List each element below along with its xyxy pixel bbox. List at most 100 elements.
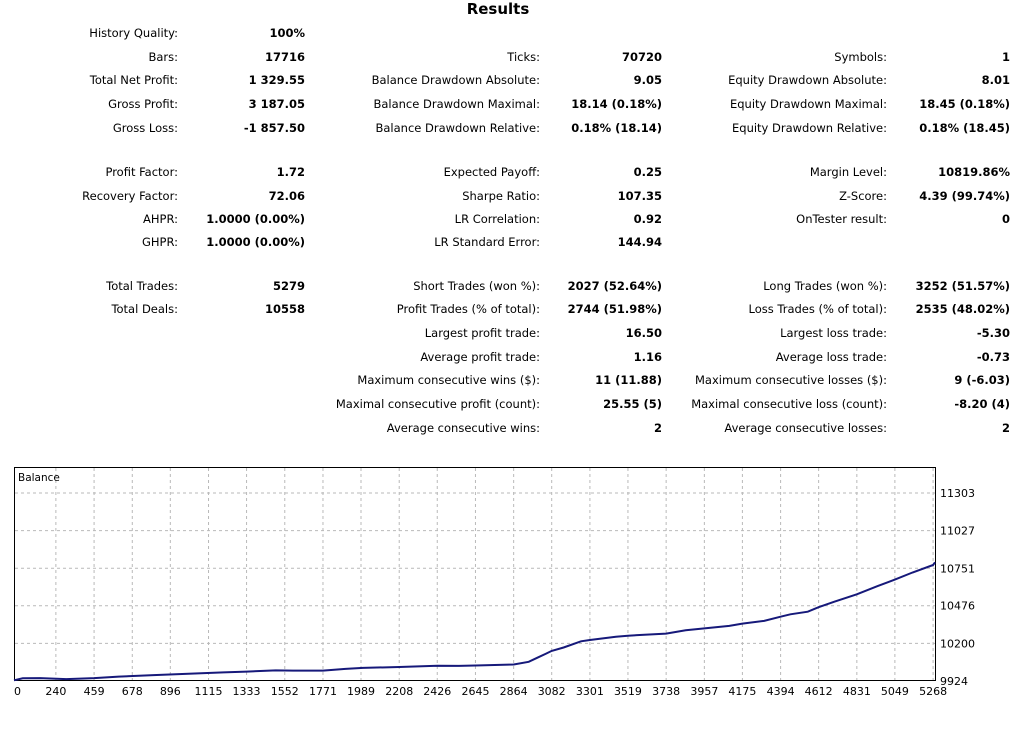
x-tick-label: 2208 bbox=[385, 685, 413, 698]
stat-label: Equity Drawdown Maximal: bbox=[729, 97, 887, 111]
stat-value: 17716 bbox=[264, 50, 305, 64]
stat-label: Maximal consecutive loss (count): bbox=[691, 397, 887, 411]
stat-value: 8.01 bbox=[981, 73, 1010, 87]
stat-label: Largest loss trade: bbox=[780, 326, 887, 340]
stat-value: 1 329.55 bbox=[248, 73, 305, 87]
results-title: Results bbox=[466, 0, 530, 18]
stat-label: AHPR: bbox=[143, 212, 178, 226]
stat-value: 16.50 bbox=[625, 326, 662, 340]
x-tick-label: 1552 bbox=[271, 685, 299, 698]
stat-label: Maximum consecutive wins ($): bbox=[357, 373, 540, 387]
x-tick-label: 1115 bbox=[195, 685, 223, 698]
stat-label: History Quality: bbox=[89, 26, 178, 40]
balance-series-line bbox=[13, 561, 936, 682]
x-tick-label: 1333 bbox=[233, 685, 261, 698]
stat-value: 9.05 bbox=[633, 73, 662, 87]
x-tick-label: 3082 bbox=[538, 685, 566, 698]
stat-label: Long Trades (won %): bbox=[763, 279, 887, 293]
stat-label: LR Correlation: bbox=[454, 212, 540, 226]
stat-label: Balance Drawdown Relative: bbox=[375, 121, 541, 135]
stat-value: 70720 bbox=[621, 50, 662, 64]
chart-title: Balance bbox=[18, 472, 60, 484]
stat-value: 100% bbox=[269, 26, 305, 40]
stat-value: 0.92 bbox=[633, 212, 662, 226]
stat-value: 1 bbox=[1001, 50, 1010, 64]
stat-label: Expected Payoff: bbox=[443, 165, 540, 179]
stat-label: Total Trades: bbox=[106, 279, 178, 293]
stat-value: 10819.86% bbox=[938, 165, 1010, 179]
stat-value: 25.55 (5) bbox=[603, 397, 662, 411]
stat-value: 2027 (52.64%) bbox=[567, 279, 662, 293]
y-axis-ticks: 9924 10200 10476 10751 11027 11303 bbox=[940, 487, 975, 688]
balance-chart: Balance 0 240 459 678 896 1115 1333 1552 1771 198… bbox=[13, 467, 975, 698]
stat-value: 11 (11.88) bbox=[595, 373, 662, 387]
y-tick-label: 10476 bbox=[940, 600, 975, 613]
stat-value: 1.72 bbox=[276, 165, 305, 179]
stat-label: Z-Score: bbox=[839, 189, 887, 203]
x-tick-label: 4394 bbox=[767, 685, 795, 698]
stat-label: OnTester result: bbox=[796, 212, 887, 226]
chart-grid bbox=[15, 468, 935, 680]
stat-value: 9 (-6.03) bbox=[954, 373, 1010, 387]
stat-value: 0.18% (18.45) bbox=[919, 121, 1010, 135]
stat-label: Largest profit trade: bbox=[424, 326, 540, 340]
y-tick-label: 10200 bbox=[940, 637, 975, 650]
y-tick-label: 9924 bbox=[940, 675, 968, 688]
stat-label: Equity Drawdown Relative: bbox=[732, 121, 887, 135]
stat-label: Average consecutive losses: bbox=[724, 421, 887, 435]
stat-label: Margin Level: bbox=[809, 165, 887, 179]
x-tick-label: 5268 bbox=[919, 685, 947, 698]
x-tick-label: 2645 bbox=[461, 685, 489, 698]
stat-label: Average loss trade: bbox=[775, 350, 887, 364]
x-tick-label: 2864 bbox=[500, 685, 528, 698]
stat-label: Average profit trade: bbox=[420, 350, 540, 364]
stat-value: 18.14 (0.18%) bbox=[571, 97, 662, 111]
y-tick-label: 10751 bbox=[940, 562, 975, 575]
stat-label: Total Net Profit: bbox=[89, 73, 178, 87]
stat-value: 0.18% (18.14) bbox=[571, 121, 662, 135]
stat-label: Bars: bbox=[148, 50, 178, 64]
stat-value: 72.06 bbox=[268, 189, 305, 203]
x-tick-label: 4831 bbox=[843, 685, 871, 698]
stat-value: 0.25 bbox=[633, 165, 662, 179]
stat-value: 1.0000 (0.00%) bbox=[206, 235, 305, 249]
stat-value: 3 187.05 bbox=[248, 97, 305, 111]
x-tick-label: 5049 bbox=[881, 685, 909, 698]
x-tick-label: 678 bbox=[122, 685, 143, 698]
y-tick-label: 11027 bbox=[940, 525, 975, 538]
x-tick-label: 3957 bbox=[690, 685, 718, 698]
stat-value: -8.20 (4) bbox=[954, 397, 1010, 411]
x-tick-label: 2426 bbox=[423, 685, 451, 698]
stat-value: 18.45 (0.18%) bbox=[919, 97, 1010, 111]
x-tick-label: 1989 bbox=[347, 685, 375, 698]
stat-value: 0 bbox=[1001, 212, 1010, 226]
y-tick-label: 11303 bbox=[940, 487, 975, 500]
stat-value: 1.16 bbox=[633, 350, 662, 364]
stat-value: -1 857.50 bbox=[243, 121, 305, 135]
stat-label: GHPR: bbox=[141, 235, 178, 249]
stat-label: Balance Drawdown Maximal: bbox=[373, 97, 540, 111]
stat-label: LR Standard Error: bbox=[434, 235, 540, 249]
x-tick-label: 3738 bbox=[652, 685, 680, 698]
stat-label: Average consecutive wins: bbox=[386, 421, 540, 435]
stat-label: Maximum consecutive losses ($): bbox=[695, 373, 887, 387]
stat-value: 2 bbox=[1001, 421, 1010, 435]
stat-value: 5279 bbox=[272, 279, 305, 293]
x-axis-ticks: 0 240 459 678 896 1115 1333 1552 1771 1989 2208 242… bbox=[14, 685, 947, 698]
x-tick-label: 459 bbox=[84, 685, 105, 698]
stat-label: Loss Trades (% of total): bbox=[748, 302, 887, 316]
x-tick-label: 240 bbox=[45, 685, 66, 698]
stat-value: 4.39 (99.74%) bbox=[919, 189, 1010, 203]
x-tick-label: 4175 bbox=[728, 685, 756, 698]
stat-value: -0.73 bbox=[976, 350, 1010, 364]
x-tick-label: 3301 bbox=[576, 685, 604, 698]
stat-label: Maximal consecutive profit (count): bbox=[335, 397, 540, 411]
stat-label: Balance Drawdown Absolute: bbox=[371, 73, 540, 87]
stat-value: 10558 bbox=[264, 302, 305, 316]
x-tick-label: 896 bbox=[160, 685, 181, 698]
stat-label: Gross Loss: bbox=[112, 121, 178, 135]
stat-value: 144.94 bbox=[617, 235, 662, 249]
x-tick-label: 3519 bbox=[614, 685, 642, 698]
stat-value: -5.30 bbox=[976, 326, 1010, 340]
stat-label: Ticks: bbox=[507, 50, 540, 64]
